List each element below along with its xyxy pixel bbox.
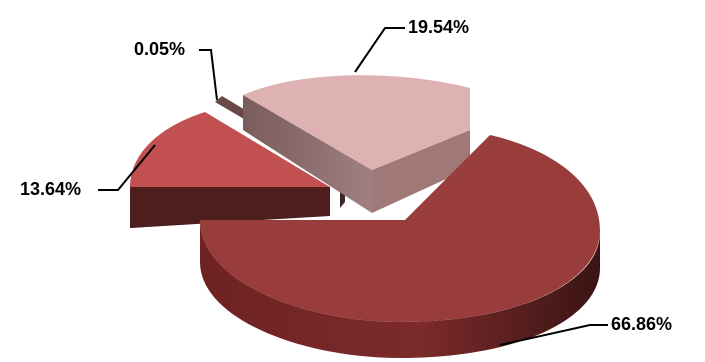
pie-slice-19-54-side-left	[243, 95, 372, 213]
pie-slice-19-54	[243, 75, 470, 213]
data-label-13-64: 13.64%	[20, 179, 81, 199]
data-label-19-54: 19.54%	[408, 17, 469, 37]
pie-slice-19-54-side-right	[372, 130, 470, 213]
pie-slice-66-86-top	[200, 135, 600, 322]
leader-line-66-86	[499, 324, 608, 346]
pie-slice-19-54-top	[243, 75, 470, 170]
data-label-66-86: 66.86%	[611, 314, 672, 334]
leader-line-13-64	[98, 144, 156, 191]
pie-slice-13-64	[130, 112, 330, 228]
leader-line-0-05	[199, 49, 218, 101]
pie-slice-66-86-side	[200, 220, 600, 358]
leader-line-19-54	[354, 27, 405, 73]
pie-slice-66-86	[200, 135, 600, 358]
pie-slice-13-64-top	[130, 112, 330, 187]
pie-slice-13-64-side-front	[130, 187, 330, 228]
data-label-0-05: 0.05%	[134, 39, 185, 59]
